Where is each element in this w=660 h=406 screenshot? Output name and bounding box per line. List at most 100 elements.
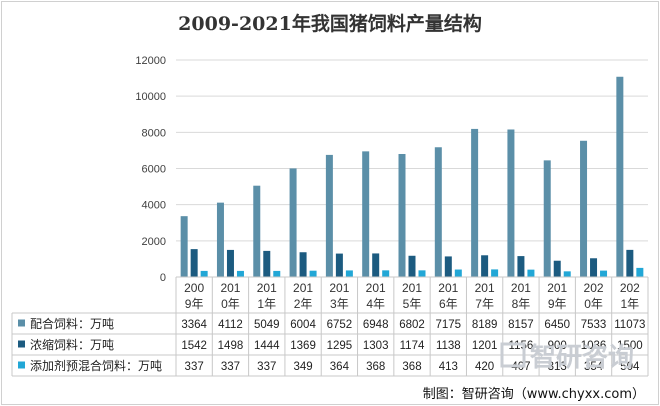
category-label-line2: 2年 [294,297,313,311]
category-label-line2: 3年 [330,297,349,311]
legend-label: 添加剂预混合饲料：万吨 [30,358,162,373]
bar-2 [517,256,525,277]
data-label: 6004 [290,319,316,331]
bar-2 [335,253,343,277]
data-label: 349 [293,361,312,373]
category-label-line2: 4年 [366,297,385,311]
category-label-line1: 201 [366,281,386,295]
bar-1 [180,216,188,277]
category-label-line1: 201 [547,281,567,295]
bar-3 [236,270,244,277]
bar-3 [418,270,426,277]
data-label: 3364 [181,319,207,331]
data-label: 354 [584,361,604,373]
category-label-line1: 201 [438,281,458,295]
bar-1 [507,129,515,277]
category-label-line2: 7年 [475,297,494,311]
category-label-line1: 201 [511,281,531,295]
bar-3 [491,269,499,277]
bar-3 [200,270,208,277]
category-label-line2: 8年 [512,297,531,311]
bar-1 [253,185,261,277]
category-label-line1: 201 [402,281,422,295]
bar-1 [289,168,297,277]
bar-2 [263,250,271,277]
y-tick-label: 10000 [135,91,166,103]
category-label-line2: 1年 [257,297,276,311]
bar-1 [434,147,442,277]
data-label: 364 [330,361,350,373]
bar-1 [325,154,333,277]
data-label: 337 [185,361,204,373]
data-label: 504 [620,361,640,373]
legend-swatch [18,361,25,369]
bar-1 [398,153,406,277]
category-label-line1: 201 [329,281,349,295]
data-label: 1498 [218,340,244,352]
data-label: 1542 [181,340,207,352]
data-label: 5049 [254,319,280,331]
data-label: 6752 [327,319,353,331]
y-tick-label: 0 [160,272,166,284]
bar-3 [454,269,462,277]
data-label: 1036 [581,340,607,352]
bar-3 [636,267,644,277]
source-note: 制图：智研咨询（www.chyxx.com） [423,387,645,402]
y-tick-label: 8000 [142,127,166,139]
category-label-line2: 5年 [403,297,422,311]
bar-2 [444,256,452,277]
data-label: 8189 [472,319,498,331]
data-label: 313 [548,361,567,373]
category-label-line2: 9年 [185,297,204,311]
bar-1 [362,151,370,277]
data-table: 200 9年 201 0年 201 1年 201 2年 201 3年 201 4年 201 5年 201 6年… [11,276,649,377]
watermark-icon [500,342,526,368]
bars [180,76,644,278]
bar-1 [616,76,624,278]
category-label-line1: 201 [220,281,240,295]
bar-3 [382,270,390,277]
bar-3 [345,270,353,277]
legend-swatch [18,340,25,348]
bar-2 [372,253,380,277]
bar-2 [226,249,234,277]
bar-3 [527,269,535,277]
category-label-line2: 6年 [439,297,458,311]
data-label: 6450 [544,319,570,331]
category-label-line2: 0年 [221,297,240,311]
data-label: 1174 [400,340,425,352]
y-tick-label: 2000 [142,236,166,248]
y-axis: 0 2000 4000 6000 8000 10000 12000 [135,55,166,284]
data-label: 420 [475,361,494,373]
category-label-line1: 202 [584,281,604,295]
bar-2 [190,249,198,277]
bar-3 [600,270,608,277]
bar-1 [543,160,551,277]
bar-2 [299,252,307,277]
y-tick-label: 4000 [142,200,166,212]
watermark-text: 智研咨询 [530,342,634,373]
data-label: 11073 [614,319,645,331]
category-label-line1: 202 [620,281,640,295]
bar-1 [580,140,588,277]
bar-1 [471,128,479,277]
category-label-line1: 201 [475,281,495,295]
data-label: 6948 [363,319,389,331]
chart-title: 2009-2021年我国猪饲料产量结构 [178,12,482,35]
data-label: 8157 [508,319,534,331]
data-label: 7175 [436,319,462,331]
legend-swatch [18,319,25,327]
bar-2 [481,255,489,277]
bar-3 [309,270,317,277]
data-label: 1303 [363,340,389,352]
data-label: 1295 [327,340,353,352]
data-label: 7533 [581,319,607,331]
bar-1 [216,202,224,277]
data-label: 6802 [399,319,425,331]
category-label-line2: 0年 [584,297,603,311]
data-label: 368 [366,361,385,373]
y-tick-label: 6000 [142,164,166,176]
bar-2 [626,249,634,277]
